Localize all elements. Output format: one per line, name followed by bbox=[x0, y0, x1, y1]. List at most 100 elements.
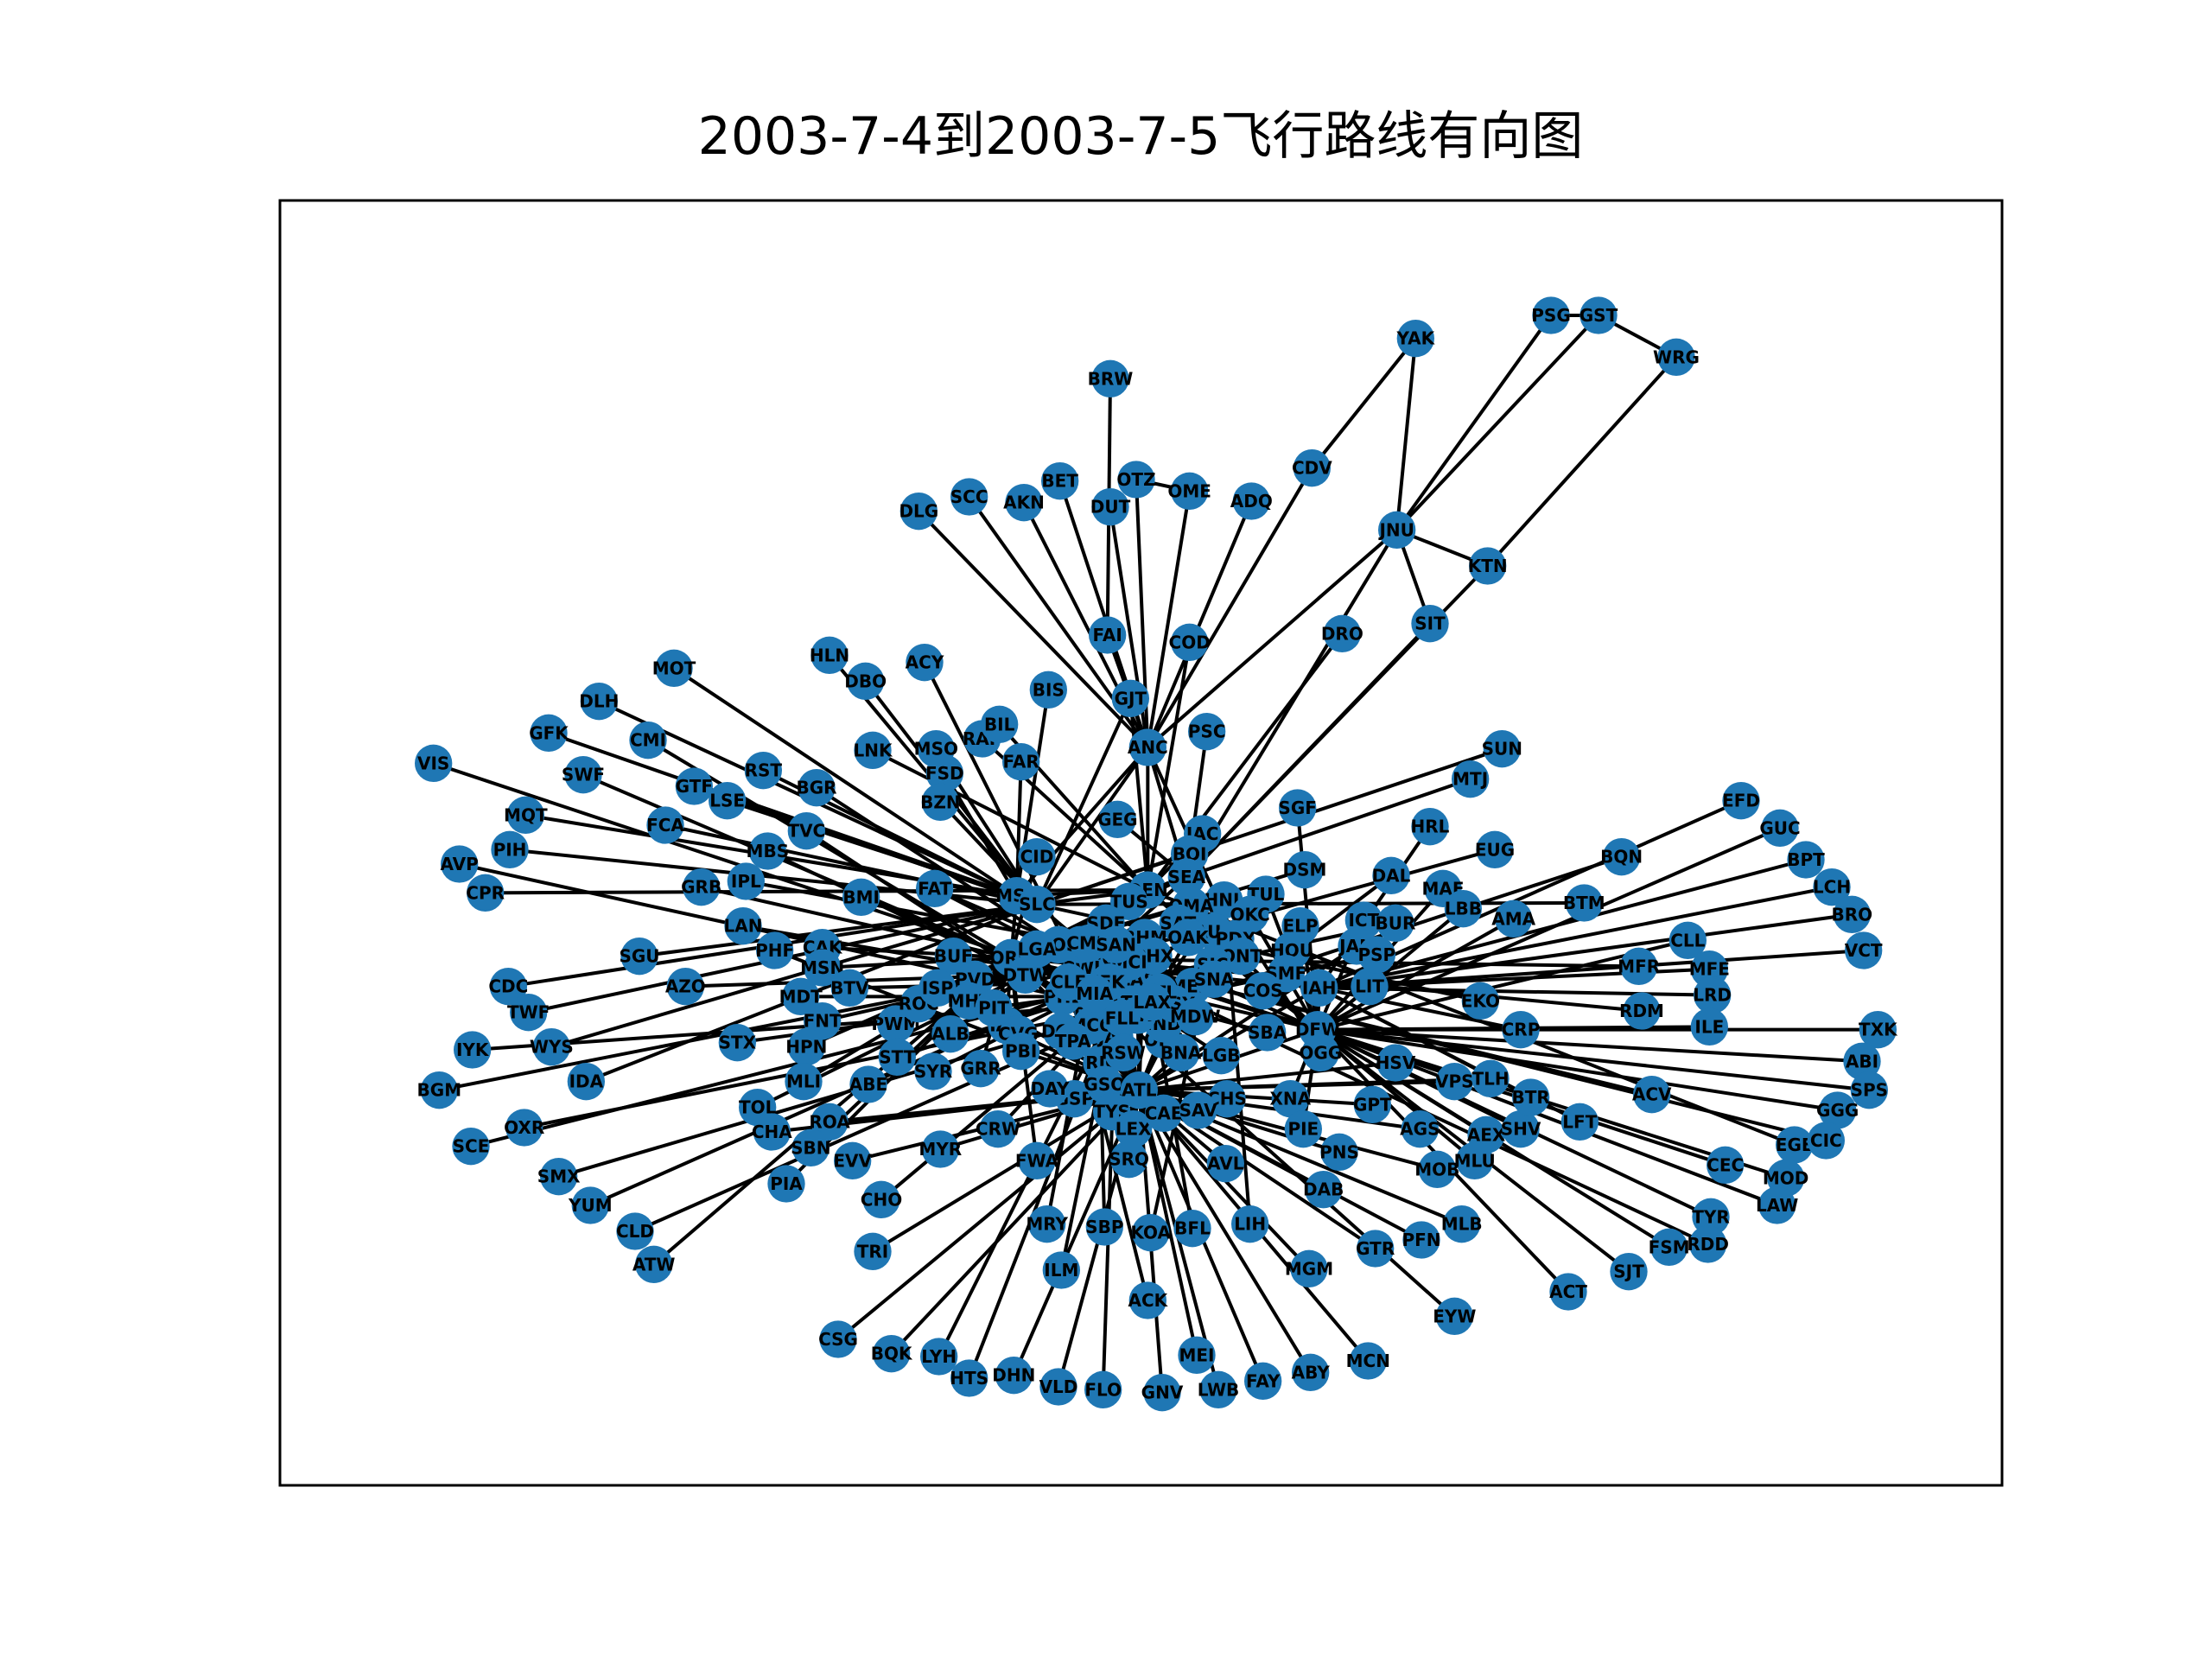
node-marker bbox=[1039, 1368, 1077, 1406]
node-marker bbox=[1560, 1103, 1599, 1141]
node-label: MDT bbox=[779, 986, 823, 1007]
edge-ggg-dfw bbox=[1317, 1027, 1838, 1112]
node-label: SBN bbox=[791, 1137, 830, 1158]
node-marker bbox=[1028, 1205, 1066, 1243]
node-gjt: GJT bbox=[1111, 679, 1150, 717]
node-marker bbox=[810, 636, 849, 674]
node-akn: AKN bbox=[1003, 484, 1045, 522]
node-label: CSG bbox=[818, 1329, 858, 1350]
node-label: CIC bbox=[1810, 1130, 1842, 1151]
node-marker bbox=[1650, 1228, 1688, 1267]
node-marker bbox=[819, 1320, 857, 1358]
node-lch: LCH bbox=[1813, 868, 1851, 906]
node-marker bbox=[1089, 616, 1127, 654]
node-grb: GRB bbox=[681, 868, 721, 906]
node-label: AMA bbox=[1491, 908, 1535, 929]
node-slc: SLC bbox=[1018, 886, 1056, 924]
node-marker bbox=[1018, 1141, 1056, 1180]
node-dut: DUT bbox=[1090, 488, 1131, 526]
node-dlh: DLH bbox=[579, 683, 619, 721]
edge-mot-msp bbox=[672, 666, 1018, 898]
node-marker bbox=[950, 478, 988, 516]
node-marker bbox=[1843, 1042, 1881, 1081]
node-cec: CEC bbox=[1707, 1146, 1745, 1185]
node-marker bbox=[1171, 623, 1209, 661]
node-fwa: FWA bbox=[1015, 1141, 1059, 1180]
node-marker bbox=[906, 644, 944, 682]
edge-csg-atl bbox=[836, 1089, 1141, 1341]
node-label: FAR bbox=[1003, 752, 1039, 772]
node-srq: SRQ bbox=[1109, 1141, 1149, 1179]
node-psp: PSP bbox=[1357, 936, 1395, 974]
node-marker bbox=[1690, 1007, 1729, 1046]
node-marker bbox=[564, 756, 602, 794]
node-yum: YUM bbox=[568, 1186, 613, 1224]
node-label: EFD bbox=[1722, 791, 1760, 811]
node-label: IAH bbox=[1302, 977, 1337, 998]
node-marker bbox=[1396, 320, 1435, 358]
node-label: CLD bbox=[616, 1221, 654, 1242]
node-label: ABE bbox=[849, 1074, 887, 1095]
node-marker bbox=[1054, 1022, 1092, 1060]
node-btr: BTR bbox=[1512, 1078, 1550, 1116]
node-marker bbox=[787, 812, 825, 850]
node-myr: MYR bbox=[918, 1130, 962, 1168]
node-label: BET bbox=[1041, 471, 1078, 492]
node-label: DTW bbox=[1003, 964, 1048, 985]
node-marker bbox=[1115, 1110, 1153, 1148]
node-tri: TRI bbox=[854, 1232, 892, 1271]
node-label: PSP bbox=[1357, 944, 1395, 965]
node-label: BRO bbox=[1832, 904, 1873, 925]
node-label: GTR bbox=[1356, 1238, 1395, 1259]
node-btm: BTM bbox=[1563, 884, 1605, 922]
edge-phx-dfw bbox=[1153, 954, 1319, 1032]
node-marker bbox=[767, 1165, 805, 1203]
edge-boi-slc bbox=[1036, 852, 1191, 906]
node-hts: HTS bbox=[950, 1359, 988, 1397]
edge-gpt-atl bbox=[1139, 1088, 1373, 1107]
node-label: CEC bbox=[1707, 1154, 1744, 1175]
node-label: RST bbox=[745, 760, 783, 781]
node-lih: LIH bbox=[1231, 1205, 1269, 1243]
node-ile: ILE bbox=[1690, 1007, 1729, 1046]
node-phf: PHF bbox=[755, 931, 794, 969]
node-dbo: DBO bbox=[844, 662, 887, 700]
node-mlb: MLB bbox=[1441, 1205, 1483, 1243]
node-marker bbox=[854, 1232, 892, 1271]
node-stt: STT bbox=[878, 1038, 916, 1077]
node-label: DRO bbox=[1321, 623, 1363, 644]
node-label: CAE bbox=[1145, 1103, 1183, 1123]
node-marker bbox=[1694, 976, 1732, 1014]
node-rdd: RDD bbox=[1687, 1225, 1729, 1263]
node-marker bbox=[1610, 1253, 1648, 1291]
node-marker bbox=[1353, 1085, 1392, 1124]
node-fai: FAI bbox=[1089, 616, 1127, 654]
node-marker bbox=[830, 969, 868, 1007]
node-vps: VPS bbox=[1435, 1063, 1474, 1101]
node-label: OGG bbox=[1299, 1042, 1342, 1063]
node-bzn: BZN bbox=[920, 783, 961, 821]
node-isp: ISP bbox=[918, 969, 957, 1007]
node-marker bbox=[620, 938, 658, 976]
node-marker bbox=[1076, 975, 1114, 1013]
node-lax: LAX bbox=[1134, 983, 1172, 1021]
edge-cdv-anc bbox=[1146, 467, 1314, 749]
node-marker bbox=[1145, 1094, 1183, 1133]
node-abe: ABE bbox=[849, 1065, 887, 1103]
node-marker bbox=[1623, 992, 1661, 1030]
node-marker bbox=[916, 869, 954, 907]
node-label: MRY bbox=[1026, 1214, 1068, 1235]
node-marker bbox=[1002, 1033, 1040, 1071]
node-mdt: MDT bbox=[779, 977, 823, 1016]
node-label: GRB bbox=[681, 877, 721, 898]
node-label: SBA bbox=[1248, 1022, 1287, 1043]
node-marker bbox=[1603, 838, 1641, 876]
node-label: ABI bbox=[1846, 1051, 1878, 1071]
node-gpt: GPT bbox=[1353, 1085, 1392, 1124]
node-lan: LAN bbox=[724, 907, 762, 945]
node-marker bbox=[1376, 1044, 1414, 1082]
node-label: RDM bbox=[1619, 1001, 1664, 1021]
node-twf: TWF bbox=[507, 994, 550, 1032]
node-marker bbox=[1167, 858, 1206, 896]
node-fsm: FSM bbox=[1649, 1228, 1690, 1267]
